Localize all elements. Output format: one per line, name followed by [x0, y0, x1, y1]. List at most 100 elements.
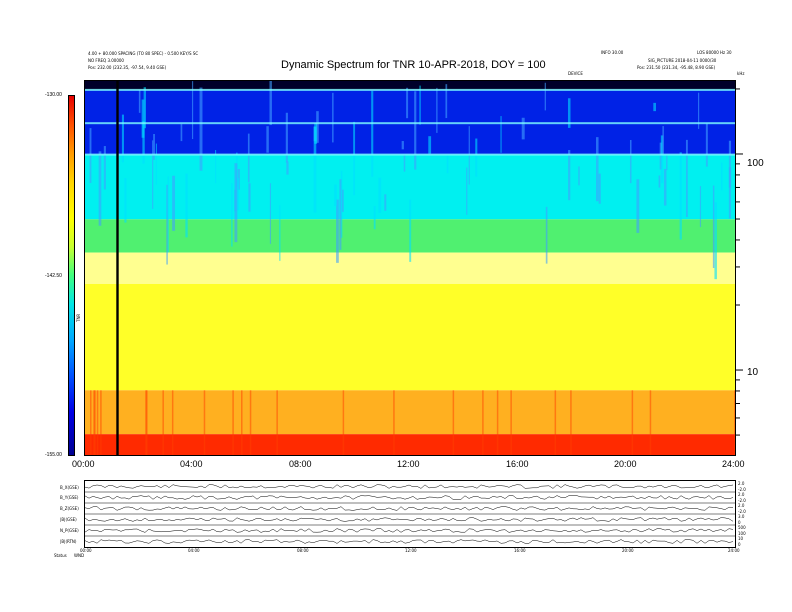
- spectrum-streak: [146, 390, 148, 455]
- spectrum-streak: [279, 205, 281, 261]
- spectrum-band-yellow: [85, 283, 735, 391]
- spectrum-streak: [436, 87, 438, 133]
- spectrum-band-line: [85, 153, 735, 156]
- spectrum-streak: [705, 123, 708, 167]
- parameter-trace: [85, 495, 734, 500]
- spectrum-streak: [475, 138, 478, 177]
- header-info-line1: 4.00 + 80.000 SPACING (TO 80 SPEC) - 0.5…: [88, 51, 199, 56]
- header-mid-label: DEVICE: [568, 71, 583, 76]
- spectrum-streak: [712, 185, 715, 268]
- panel-tick: 500: [738, 525, 746, 530]
- header-right-top2: LOS 80000 Hz 30: [697, 50, 732, 55]
- spectrum-streak: [596, 137, 599, 202]
- colorbar: [68, 95, 75, 456]
- panel-tick: 2.0: [738, 481, 745, 486]
- spectrum-streak: [428, 136, 432, 154]
- spectrum-streak: [578, 166, 580, 186]
- spectrum-streak: [568, 150, 571, 201]
- panel-x-tick: 20:00: [622, 548, 634, 553]
- spectrum-streak: [446, 155, 449, 174]
- spectrum-band-orange: [85, 390, 735, 435]
- panel-tick: -2.0: [738, 487, 746, 492]
- spectrum-streak: [698, 92, 700, 129]
- spectrum-band-dark-blue: [85, 81, 735, 90]
- spectrum-streak: [124, 178, 127, 223]
- panel-tick: 0: [738, 542, 741, 547]
- spectrum-streak: [414, 91, 417, 170]
- spectrum-streak: [285, 112, 288, 163]
- header-right-line2: SIG_PICTURE 2018-04-11 0000/30: [648, 58, 717, 63]
- panel-tick: -2.0: [738, 509, 746, 514]
- spectrum-streak: [236, 177, 240, 211]
- spectrum-streak: [155, 143, 157, 185]
- spectrum-streak: [629, 140, 632, 184]
- spectrum-streak: [172, 175, 176, 231]
- panel-tick: 0: [738, 520, 741, 525]
- spectrum-streak: [631, 390, 634, 455]
- panel-x-tick: 24:00: [728, 548, 740, 553]
- spectrum-streak: [393, 390, 395, 455]
- x-tick: 00:00: [72, 459, 95, 469]
- spectrum-streak: [340, 170, 343, 238]
- spectrum-streak: [342, 189, 344, 212]
- panel-tick: 10: [738, 536, 744, 541]
- spectrum-streak: [332, 92, 334, 143]
- spectrum-svg: [85, 81, 735, 455]
- parameter-trace: [85, 539, 734, 544]
- spectrum-streak: [142, 120, 145, 164]
- spectrum-streak: [166, 184, 168, 265]
- spectrum-streak: [521, 117, 525, 140]
- spectrum-streak: [247, 133, 250, 183]
- spectrum-streak: [406, 87, 409, 119]
- spectrum-band-line: [85, 88, 735, 91]
- spectrum-streak: [138, 89, 141, 113]
- parameter-trace: [85, 528, 734, 533]
- status-label: Status: [54, 553, 67, 558]
- spectrum-streak: [171, 390, 174, 455]
- spectrum-streak: [339, 179, 342, 250]
- spectrum-streak: [660, 135, 664, 184]
- spectrum-streak: [663, 168, 667, 206]
- spectrum-streak: [313, 126, 317, 213]
- panel-x-tick: 12:00: [405, 548, 417, 553]
- header-info-line2: NO FREQ 3.00000: [88, 58, 124, 63]
- spectrum-band-red: [85, 434, 735, 455]
- colorbar-tick-mid: -142.50: [45, 273, 62, 279]
- x-tick: 08:00: [289, 459, 312, 469]
- spectrum-streak: [659, 142, 662, 170]
- panel-label: B_X(GSE): [60, 485, 79, 490]
- spectrum-streak: [466, 167, 468, 215]
- panel-x-tick: 04:00: [188, 548, 200, 553]
- spectrum-band-line: [85, 122, 735, 125]
- spectrum-streak: [544, 82, 546, 111]
- parameter-panel: [84, 480, 736, 548]
- spectrum-streak: [496, 390, 499, 455]
- spectrum-streak: [231, 183, 233, 247]
- status-value: WND: [74, 553, 85, 558]
- colorbar-label: TNR: [76, 313, 81, 322]
- spectrum-streak: [500, 116, 502, 153]
- spectrum-streak: [510, 390, 512, 455]
- spectrum-streak: [419, 85, 421, 125]
- panel-label: |B|(GSE): [60, 517, 77, 522]
- data-gap-line: [116, 81, 119, 455]
- spectrum-streak: [241, 390, 243, 455]
- panel-label: N_P(GSE): [60, 528, 79, 533]
- chart-title: Dynamic Spectrum for TNR 10-APR-2018, DO…: [281, 59, 546, 71]
- spectrum-streak: [636, 179, 640, 233]
- panel-tick: 2.0: [738, 492, 745, 497]
- spectrum-streak: [662, 126, 664, 154]
- panel-label: B_Y(GSE): [60, 495, 79, 500]
- spectrum-streak: [445, 84, 448, 119]
- colorbar-tick-top: -130.00: [45, 92, 62, 98]
- spectrum-streak: [378, 177, 382, 213]
- spectrum-streak: [334, 184, 337, 207]
- panel-tick: 3.0: [738, 514, 745, 519]
- spectrum-streak: [653, 102, 656, 112]
- spectrum-streak: [162, 390, 164, 455]
- spectrum-streak: [103, 146, 106, 190]
- panel-x-tick: 00:00: [80, 548, 92, 553]
- spectrum-streak: [167, 176, 169, 253]
- parameter-trace: [85, 484, 734, 489]
- dynamic-spectrum-plot: [84, 80, 736, 456]
